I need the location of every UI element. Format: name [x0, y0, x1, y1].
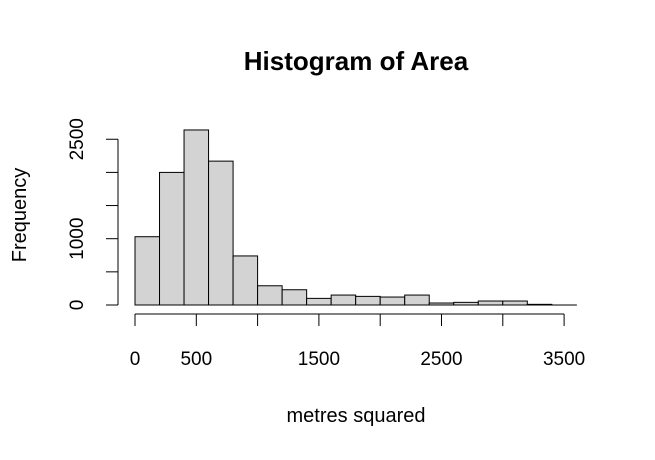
- histogram-bar: [208, 160, 234, 306]
- y-tick-label: 2500: [67, 118, 88, 160]
- x-tick-label: 500: [180, 349, 212, 370]
- y-tick-label: 1000: [67, 218, 88, 260]
- histogram-bars: [134, 129, 577, 306]
- histogram-bar: [502, 300, 528, 306]
- histogram-bar: [306, 297, 332, 306]
- histogram-bar: [379, 296, 406, 306]
- histogram-bar: [428, 302, 455, 306]
- histogram-bar: [134, 236, 161, 306]
- histogram-bar: [526, 303, 553, 306]
- y-axis-title: Frequency: [9, 168, 31, 263]
- y-tick-label: 0: [67, 300, 88, 311]
- histogram-bar: [404, 294, 430, 306]
- x-tick-label: 0: [130, 349, 141, 370]
- histogram-bar: [453, 301, 479, 306]
- chart-title: Histogram of Area: [244, 46, 469, 76]
- x-tick-label: 3500: [543, 349, 585, 370]
- histogram-bar: [257, 285, 283, 306]
- histogram-bar: [159, 171, 185, 306]
- x-axis: 0 500 1500 2500 3500: [130, 313, 585, 370]
- histogram-bar: [183, 129, 210, 306]
- x-tick-label: 2500: [420, 349, 462, 370]
- x-tick-label: 1500: [298, 349, 340, 370]
- histogram-bar: [330, 294, 357, 306]
- histogram-bar: [477, 300, 504, 306]
- y-axis: 0 1000 2500: [67, 118, 119, 311]
- histogram-bar: [281, 289, 308, 306]
- histogram-bar: [355, 295, 381, 306]
- x-axis-title: metres squared: [287, 405, 426, 427]
- histogram-bar: [232, 255, 259, 306]
